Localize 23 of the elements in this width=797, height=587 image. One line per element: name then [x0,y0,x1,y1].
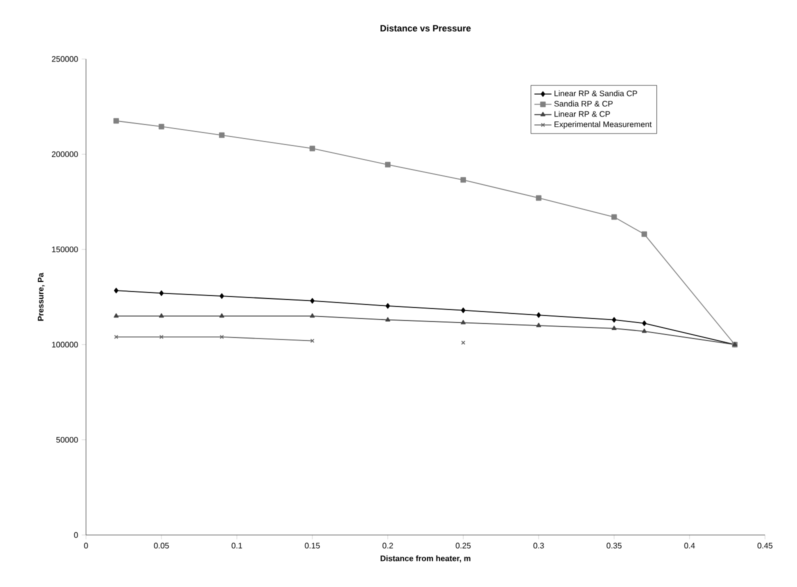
y-tick-label: 200000 [52,151,78,158]
y-tick-label: 0 [74,532,78,538]
x-tick-label: 0.1 [232,542,242,548]
x-axis-title: Distance from heater, m [380,555,470,562]
x-tick-label: 0.2 [382,542,393,548]
chart-title: Distance vs Pressure [380,24,471,32]
legend-label: Experimental Measurement [554,121,652,129]
legend-label: Linear RP & CP [554,110,610,117]
x-tick-label: 0.45 [758,542,772,548]
x-tick-label: 0.3 [533,542,544,548]
y-tick-label: 50000 [56,436,78,443]
y-tick-label: 150000 [52,246,78,252]
x-tick-label: 0.4 [684,542,695,548]
x-tick-label: 0.35 [606,542,622,548]
x-tick-label: 0.25 [456,542,471,548]
legend-label: Sandia RP & CP [554,100,613,107]
x-tick-label: 0.05 [154,542,169,548]
y-axis-title: Pressure, Pa [38,272,45,321]
legend-label: Linear RP & Sandia CP [554,90,638,96]
y-tick-label: 100000 [52,342,78,348]
x-tick-label: 0.15 [304,542,320,548]
y-tick-label: 250000 [52,56,78,62]
x-tick-label: 0 [84,542,88,548]
